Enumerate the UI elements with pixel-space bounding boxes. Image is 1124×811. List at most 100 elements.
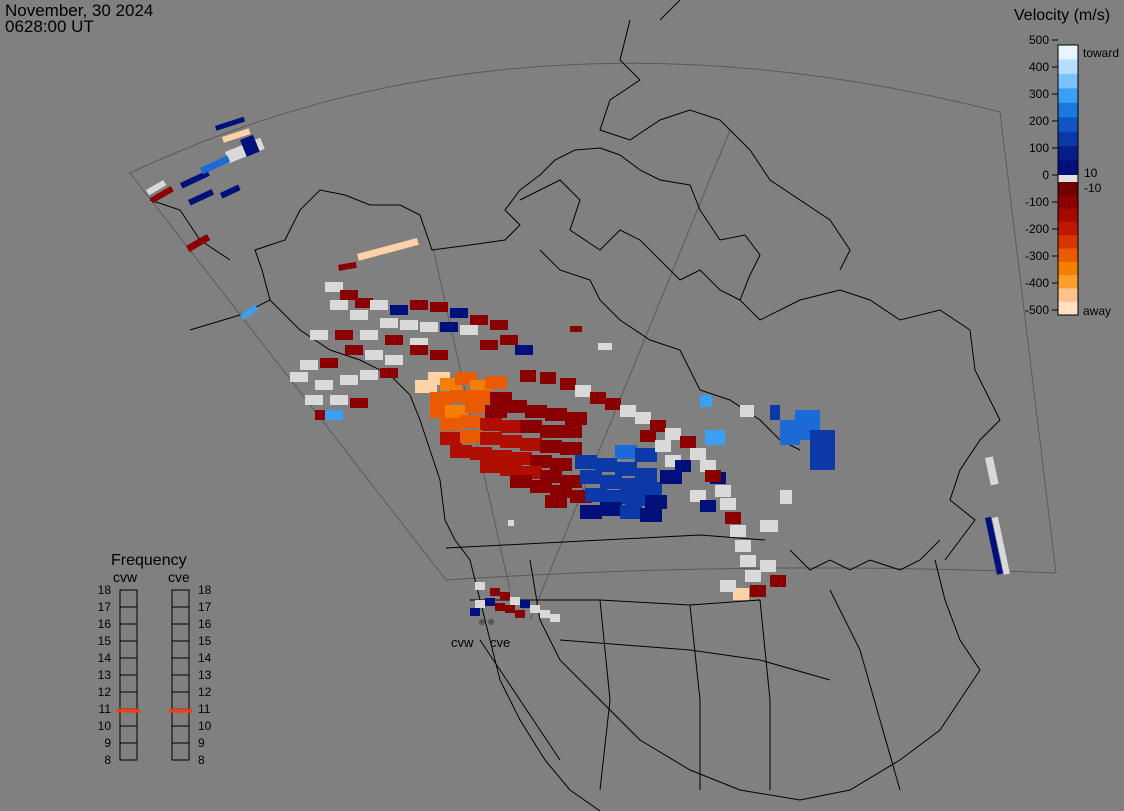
velocity-cell bbox=[510, 475, 532, 488]
velocity-cell bbox=[480, 432, 502, 445]
frequency-level-label: 9 bbox=[104, 736, 111, 750]
site-label-cvw: cvw bbox=[451, 635, 474, 650]
velocity-cell bbox=[380, 368, 398, 378]
velocity-cell bbox=[770, 575, 786, 587]
velocity-cell bbox=[215, 116, 246, 131]
velocity-cell bbox=[485, 376, 507, 389]
frequency-level-label: 8 bbox=[104, 753, 111, 767]
velocity-cell bbox=[985, 516, 1003, 575]
colorbar-swatch bbox=[1058, 248, 1078, 263]
velocity-cell bbox=[410, 300, 428, 310]
velocity-cell bbox=[525, 405, 547, 418]
velocity-cell bbox=[992, 516, 1010, 575]
frequency-radar-left: cvw bbox=[113, 569, 138, 585]
colorbar-swatch bbox=[1058, 301, 1078, 316]
frequency-level-label: 16 bbox=[198, 617, 212, 631]
velocity-cell bbox=[690, 448, 706, 460]
colorbar-swatch bbox=[1058, 175, 1078, 182]
velocity-cell bbox=[650, 420, 666, 432]
velocity-cell bbox=[520, 438, 542, 451]
velocity-cell bbox=[520, 370, 536, 382]
velocity-cell bbox=[810, 430, 835, 470]
velocity-cell bbox=[450, 445, 472, 458]
velocity-cell bbox=[600, 502, 622, 516]
velocity-cell bbox=[700, 460, 716, 472]
velocity-cell bbox=[675, 460, 691, 472]
colorbar-swatch bbox=[1058, 146, 1078, 162]
velocity-cell bbox=[635, 412, 651, 424]
velocity-cell bbox=[430, 392, 452, 405]
velocity-cell bbox=[221, 128, 251, 143]
velocity-cell bbox=[730, 525, 746, 537]
velocity-cell bbox=[565, 412, 587, 425]
frequency-level-label: 11 bbox=[99, 702, 112, 716]
velocity-cell bbox=[500, 463, 522, 476]
velocity-cell bbox=[460, 415, 482, 428]
colorbar-ticks: 500 400 300 200 100 0 -100 -200 -300 -400 -500 bbox=[1025, 33, 1058, 317]
velocity-cell bbox=[530, 605, 540, 613]
colorbar-swatch bbox=[1058, 195, 1078, 210]
velocity-cell bbox=[357, 237, 419, 261]
radar-sites: cvw cve bbox=[451, 619, 510, 650]
frequency-level-label: 13 bbox=[198, 668, 212, 682]
velocity-cell bbox=[430, 302, 448, 312]
frequency-cell bbox=[171, 640, 190, 659]
frequency-cell bbox=[119, 640, 138, 659]
velocity-cell bbox=[615, 445, 637, 459]
velocity-cell bbox=[430, 350, 448, 360]
velocity-cell bbox=[560, 378, 576, 390]
velocity-cell bbox=[200, 155, 231, 175]
velocity-cell bbox=[615, 462, 637, 476]
colorbar-swatch bbox=[1058, 59, 1078, 75]
velocity-cell bbox=[240, 304, 259, 320]
colorbar-tick-label: 100 bbox=[1029, 141, 1049, 155]
frequency-marker bbox=[169, 708, 192, 713]
colorbar-tick-label: -300 bbox=[1025, 249, 1049, 263]
velocity-cell bbox=[545, 408, 567, 421]
velocity-cell bbox=[315, 380, 333, 390]
velocity-cell bbox=[640, 430, 656, 442]
frequency-level-label: 8 bbox=[198, 753, 205, 767]
velocity-cell bbox=[735, 540, 751, 552]
colorbar-swatch bbox=[1058, 160, 1078, 176]
colorbar-away-label: away bbox=[1083, 304, 1111, 318]
velocity-cell bbox=[510, 452, 532, 465]
velocity-cell bbox=[700, 395, 712, 407]
velocity-cell bbox=[540, 425, 562, 438]
fov-outline bbox=[129, 62, 1057, 621]
frequency-level-label: 11 bbox=[198, 702, 211, 716]
velocity-cell bbox=[420, 322, 438, 332]
velocity-cell bbox=[600, 475, 622, 489]
velocity-cell bbox=[545, 495, 567, 508]
velocity-cell bbox=[700, 500, 716, 512]
velocity-cell bbox=[635, 448, 657, 462]
velocity-cell bbox=[620, 478, 642, 492]
colorbar-swatches bbox=[1057, 44, 1079, 316]
velocity-cell bbox=[985, 456, 999, 486]
frequency-cell bbox=[119, 725, 138, 744]
velocity-cell bbox=[440, 432, 462, 445]
frequency-cell bbox=[171, 623, 190, 642]
velocity-cell bbox=[380, 318, 398, 328]
velocity-cell bbox=[335, 330, 353, 340]
velocity-cell bbox=[490, 320, 508, 330]
colorbar-tick-label: 500 bbox=[1029, 33, 1049, 47]
velocity-cell bbox=[770, 405, 780, 420]
velocity-cell bbox=[625, 492, 647, 506]
frequency-cell bbox=[119, 623, 138, 642]
velocity-cell bbox=[605, 490, 627, 504]
site-marker-cve bbox=[488, 619, 494, 625]
colorbar-swatch bbox=[1058, 208, 1078, 223]
colorbar-swatch bbox=[1058, 275, 1078, 289]
velocity-cell bbox=[705, 470, 721, 482]
velocity-cell bbox=[480, 418, 502, 431]
frequency-level-label: 12 bbox=[198, 685, 212, 699]
velocity-cell bbox=[485, 598, 495, 606]
velocity-cell bbox=[760, 560, 776, 572]
frequency-title: Frequency bbox=[111, 552, 187, 569]
velocity-cell bbox=[470, 447, 492, 460]
velocity-cell bbox=[315, 410, 333, 420]
frequency-cell bbox=[119, 742, 138, 761]
velocity-cell bbox=[470, 315, 488, 325]
frequency-cell bbox=[171, 589, 190, 608]
